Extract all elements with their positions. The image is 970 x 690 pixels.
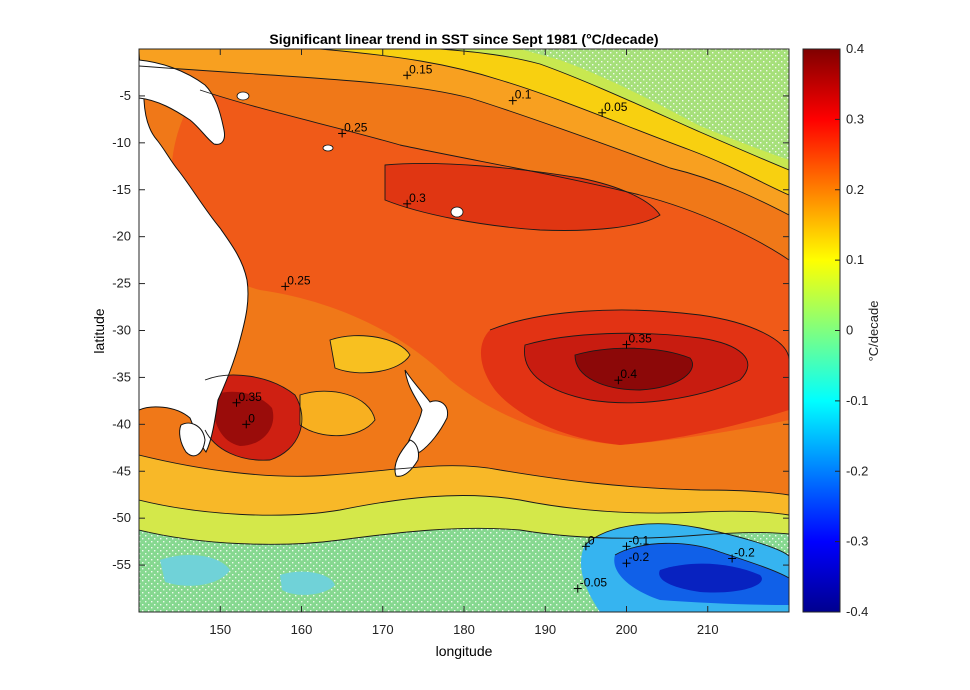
- contour-label: 0.35: [232, 390, 263, 407]
- contour-label-text: 0.35: [239, 390, 263, 404]
- contour-labels: 0.15 0.1 0.05 0.25 0.3 0.25 0.35 0.4 0.35 0 0 -0.1 -…: [232, 62, 755, 593]
- colorbar-tick-label: -0.4: [846, 604, 868, 619]
- contour-label: 0.25: [338, 120, 368, 138]
- contour-label-text: 0.35: [629, 332, 653, 346]
- contour-label-text: 0.25: [344, 120, 368, 134]
- y-tick-label: -10: [112, 135, 131, 150]
- colorbar-tick-label: 0.3: [846, 111, 864, 126]
- colorbar-tick-label: 0: [846, 323, 853, 338]
- contour-label: 0.35: [622, 332, 653, 349]
- band-040: [575, 348, 693, 390]
- colorbar: [802, 48, 841, 613]
- tasman-core: [212, 391, 274, 446]
- contour-label-text: 0.1: [515, 88, 532, 102]
- colorbar-tick-label: 0.1: [846, 252, 864, 267]
- y-axis: -5 -10 -15 -20 -25 -30 -35 -40 -45 -50 -55: [112, 88, 789, 572]
- contour-label: 0.1: [508, 88, 532, 105]
- contour-label-text: -0.2: [734, 546, 755, 560]
- y-tick-label: -30: [112, 323, 131, 338]
- contour-label: -0.2: [622, 550, 650, 568]
- colorbar-tick-label: -0.2: [846, 463, 868, 478]
- contour-label: 0.3: [403, 191, 426, 208]
- x-tick-label: 150: [209, 622, 231, 637]
- y-tick-label: -50: [112, 510, 131, 525]
- x-tick-label: 190: [534, 622, 556, 637]
- patch-yellow-b: [300, 391, 375, 436]
- colorbar-tick-label: -0.3: [846, 534, 868, 549]
- x-tick-label: 210: [697, 622, 719, 637]
- solomon-islands-land: [322, 144, 334, 152]
- contour-label-text: 0.05: [604, 100, 628, 114]
- contour-label-text: 0.4: [620, 367, 637, 381]
- contour-label-text: -0.05: [580, 576, 608, 590]
- contour-label-text: 0: [248, 411, 255, 425]
- y-axis-label: latitude: [91, 308, 107, 353]
- y-tick-label: -55: [112, 557, 131, 572]
- colorbar-tick-label: -0.1: [846, 393, 868, 408]
- patch-cyan-a: [160, 555, 230, 586]
- new-britain-land: [236, 91, 250, 101]
- contour-label: 0.15: [403, 62, 433, 80]
- contour-label: 0.05: [598, 100, 628, 117]
- contour-label-text: 0.15: [409, 62, 433, 76]
- contour-label: 0.25: [281, 273, 311, 291]
- y-tick-label: -45: [112, 463, 131, 478]
- contour-label: 0: [581, 533, 595, 551]
- new-guinea-land: [139, 59, 225, 145]
- contour-label-text: 0.3: [409, 191, 426, 205]
- new-zealand-south-island: [394, 439, 419, 477]
- x-tick-label: 180: [453, 622, 475, 637]
- x-axis-label: longitude: [436, 643, 493, 659]
- new-zealand-north-island: [404, 369, 449, 454]
- y-tick-label: -5: [119, 88, 131, 103]
- y-tick-label: -35: [112, 369, 131, 384]
- y-tick-label: -20: [112, 229, 131, 244]
- band-neg-030: [659, 563, 762, 593]
- colorbar-tick-label: 0.2: [846, 182, 864, 197]
- x-axis: 150 160 170 180 190 200 210: [209, 49, 719, 637]
- colorbar-label: °C/decade: [866, 301, 881, 362]
- x-tick-label: 200: [616, 622, 638, 637]
- contour-label: -0.1: [622, 533, 650, 551]
- colorbar-ticks: 0.4 0.3 0.2 0.1 0 -0.1 -0.2 -0.3 -0.4: [835, 41, 868, 619]
- x-tick-label: 160: [291, 622, 313, 637]
- contour-label: -0.05: [573, 576, 608, 593]
- contour-lines: [139, 49, 789, 579]
- y-tick-label: -15: [112, 182, 131, 197]
- tasmania-land: [179, 422, 206, 457]
- contour-label: 0: [242, 411, 255, 429]
- fiji-land: [450, 206, 464, 218]
- contour-label-text: 0: [588, 533, 595, 547]
- colorbar-tick-label: 0.4: [846, 41, 864, 56]
- stipple-north: [520, 49, 789, 160]
- contour-label: 0.4: [614, 367, 637, 385]
- x-tick-label: 170: [372, 622, 394, 637]
- contour-label-text: -0.2: [629, 550, 650, 564]
- y-tick-label: -40: [112, 416, 131, 431]
- patch-cyan-b: [280, 571, 335, 595]
- chart-title: Significant linear trend in SST since Se…: [269, 31, 658, 47]
- contour-label-text: -0.1: [629, 533, 650, 547]
- contour-label: -0.2: [728, 546, 755, 563]
- patch-yellow-a: [330, 335, 410, 373]
- y-tick-label: -25: [112, 276, 131, 291]
- sst-trend-map: [139, 49, 789, 612]
- contour-label-text: 0.25: [287, 273, 311, 287]
